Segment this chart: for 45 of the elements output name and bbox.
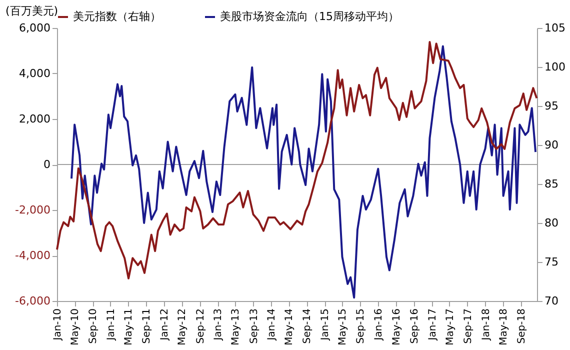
y2-tick-label: 80	[544, 216, 558, 230]
x-tick-label: Jan-18	[480, 308, 492, 342]
x-tick-label: May-15	[338, 308, 349, 346]
legend-label: 美股市场资金流向（15周移动平均）	[220, 10, 399, 23]
x-tick-label: May-14	[284, 308, 296, 346]
x-tick-label: Jan-14	[266, 308, 278, 342]
y-tick-label: 2,000	[19, 112, 50, 126]
y-tick-label: 0	[44, 158, 50, 171]
x-tick-label: Sep-18	[516, 308, 528, 344]
x-tick-label: Sep-14	[302, 308, 314, 344]
x-tick-label: May-18	[498, 308, 510, 346]
x-tick-label: Sep-15	[356, 308, 367, 344]
y-tick-label: -2,000	[15, 204, 50, 216]
x-tick-label: Sep-13	[248, 308, 260, 344]
y-tick-label: 4,000	[19, 67, 50, 80]
x-tick-label: May-12	[177, 308, 188, 346]
x-tick-label: Sep-11	[142, 308, 153, 344]
x-tick-label: Sep-16	[409, 308, 420, 344]
x-tick-label: Jan-15	[320, 308, 332, 342]
x-tick-label: Jan-12	[159, 308, 170, 342]
y2-tick-label: 95	[544, 100, 558, 112]
y2-tick-label: 90	[544, 138, 558, 152]
y2-tick-label: 70	[544, 294, 558, 308]
x-tick-label: May-16	[391, 308, 402, 346]
x-tick-label: May-11	[124, 308, 135, 346]
x-tick-label: Jan-13	[213, 308, 224, 342]
y-axis-title: (百万美元)	[6, 4, 58, 18]
y-tick-label: 6,000	[19, 22, 50, 34]
y-tick-label: -6,000	[15, 294, 50, 308]
x-tick-label: Sep-10	[88, 308, 100, 344]
x-tick-label: Jan-17	[427, 308, 438, 342]
y2-tick-label: 105	[544, 22, 566, 34]
x-tick-label: Jan-10	[52, 308, 64, 342]
y2-tick-label: 100	[544, 60, 566, 74]
x-tick-label: Jan-11	[106, 308, 117, 342]
x-tick-label: Sep-12	[195, 308, 206, 344]
x-tick-label: Sep-17	[462, 308, 474, 344]
x-tick-label: May-17	[444, 308, 456, 346]
y-tick-label: -4,000	[15, 249, 50, 262]
y2-tick-label: 85	[544, 178, 558, 190]
x-tick-label: Jan-16	[374, 308, 385, 342]
y2-tick-label: 75	[544, 256, 558, 268]
x-tick-label: May-13	[230, 308, 242, 346]
legend-label: 美元指数（右轴）	[73, 10, 161, 23]
x-tick-label: May-10	[70, 308, 82, 346]
